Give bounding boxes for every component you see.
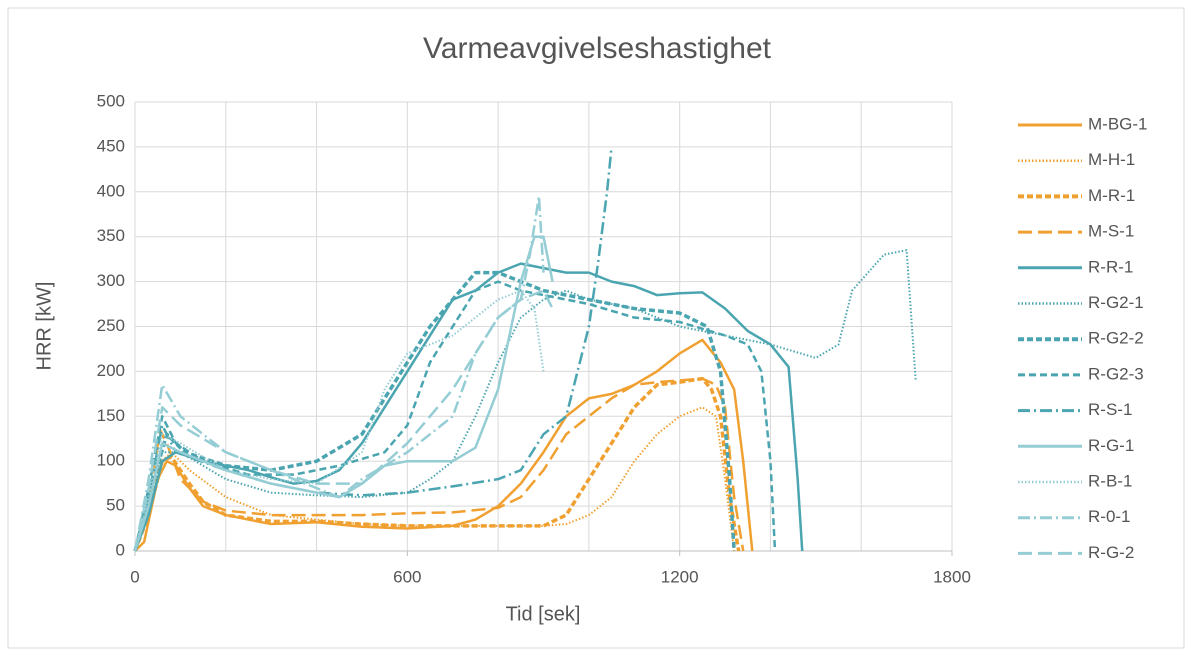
y-tick-label: 0 [116, 540, 125, 559]
x-axis-label: Tid [sek] [506, 603, 581, 625]
y-tick-label: 450 [97, 136, 125, 155]
y-tick-label: 400 [97, 181, 125, 200]
legend-label: M-BG-1 [1088, 114, 1148, 133]
series-line [133, 262, 804, 552]
series-line [133, 146, 613, 552]
x-tick-label: 600 [393, 567, 421, 586]
y-tick-label: 50 [106, 496, 125, 515]
series-line [133, 289, 554, 552]
legend-label: M-S-1 [1088, 222, 1134, 241]
series-line [133, 280, 777, 552]
legend-label: R-G2-3 [1088, 364, 1144, 383]
x-tick-label: 1800 [933, 567, 971, 586]
legend-label: R-G2-2 [1088, 329, 1144, 348]
series-line [133, 377, 745, 552]
y-tick-label: 100 [97, 451, 125, 470]
y-tick-label: 200 [97, 361, 125, 380]
series-line [134, 289, 545, 552]
y-axis-label: HRR [kW] [33, 282, 55, 371]
series-line [133, 270, 736, 552]
legend-label: R-B-1 [1088, 471, 1132, 490]
y-tick-label: 500 [97, 91, 125, 110]
legend-label: R-G-2 [1088, 543, 1134, 562]
chart-border [7, 7, 1185, 649]
x-tick-label: 0 [130, 567, 139, 586]
legend-label: M-H-1 [1088, 150, 1135, 169]
chart-title: Varmeavgivelseshastighet [423, 32, 772, 65]
legend-label: R-R-1 [1088, 257, 1133, 276]
series-line [134, 249, 917, 552]
legend-label: R-G2-1 [1088, 293, 1144, 312]
legend-label: R-0-1 [1088, 507, 1131, 526]
y-tick-label: 250 [97, 316, 125, 335]
legend-label: M-R-1 [1088, 186, 1135, 205]
series-line [134, 406, 736, 552]
y-tick-label: 150 [97, 406, 125, 425]
x-tick-label: 1200 [661, 567, 699, 586]
y-tick-label: 350 [97, 226, 125, 245]
series-line [133, 195, 545, 552]
y-tick-label: 300 [97, 271, 125, 290]
legend-label: R-S-1 [1088, 400, 1132, 419]
series-line [134, 338, 754, 552]
legend-label: R-G-1 [1088, 436, 1134, 455]
